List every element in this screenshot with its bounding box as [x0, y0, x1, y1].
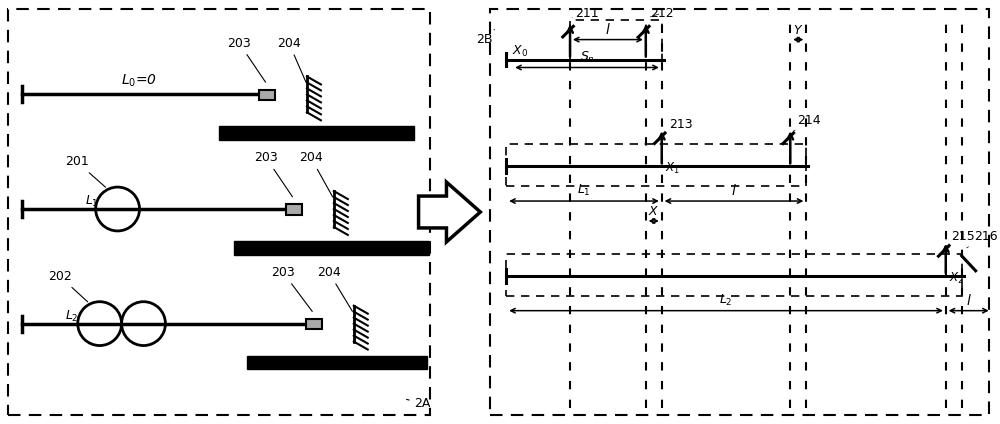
Text: 202: 202 [48, 270, 88, 302]
Bar [570, 20, 662, 59]
Text: $L_1$: $L_1$ [577, 183, 591, 198]
Text: 214: 214 [793, 114, 821, 131]
Text: $l$: $l$ [731, 183, 737, 198]
Text: $X_2$: $X_2$ [949, 271, 964, 286]
Text: $L_2$: $L_2$ [719, 293, 733, 308]
Text: 216: 216 [967, 230, 997, 248]
Text: $X$: $X$ [648, 205, 659, 218]
Text: 204: 204 [277, 36, 306, 82]
Text: $S_n$: $S_n$ [580, 50, 594, 64]
Bar [259, 89, 275, 100]
Polygon shape [419, 182, 480, 242]
Text: 2B: 2B [476, 30, 494, 46]
Text: $X_0$: $X_0$ [512, 44, 528, 59]
Text: 204: 204 [317, 266, 352, 311]
Bar [247, 355, 427, 369]
Bar [506, 254, 962, 296]
Text: 204: 204 [299, 151, 333, 197]
Text: 213: 213 [665, 118, 692, 134]
Text: $L_1$: $L_1$ [85, 194, 98, 209]
Bar [8, 9, 430, 415]
Bar [506, 144, 806, 186]
Text: 211: 211 [572, 7, 599, 20]
Text: 2A: 2A [407, 397, 431, 410]
Text: 201: 201 [65, 155, 106, 187]
Text: $X_1$: $X_1$ [665, 161, 680, 176]
Text: 203: 203 [227, 36, 266, 82]
Bar [234, 241, 429, 255]
Text: $L_2$: $L_2$ [65, 309, 78, 324]
Text: $L_0$=0: $L_0$=0 [121, 73, 158, 89]
Text: $l$: $l$ [605, 22, 611, 36]
Text: 203: 203 [254, 151, 292, 197]
Bar [490, 9, 989, 415]
Text: $Y$: $Y$ [793, 24, 803, 36]
Text: 212: 212 [650, 7, 673, 20]
Bar [306, 319, 322, 329]
Text: 203: 203 [271, 266, 312, 312]
Bar [286, 204, 302, 215]
Text: $l$: $l$ [966, 293, 972, 308]
Bar [219, 126, 414, 140]
Text: 215: 215 [949, 230, 974, 248]
